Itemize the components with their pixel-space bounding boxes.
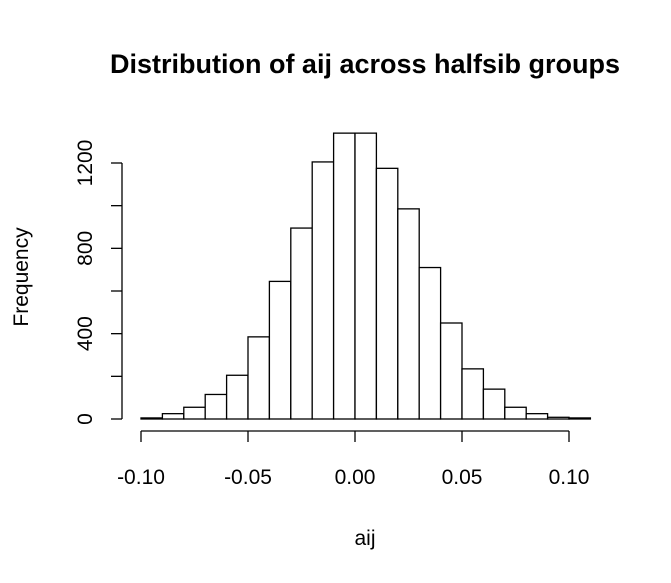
histogram-bar bbox=[332, 132, 356, 420]
histogram-bar bbox=[546, 416, 570, 420]
histogram-bar bbox=[311, 161, 335, 420]
y-tick-label: 400 bbox=[74, 316, 97, 351]
x-tick-label: 0.05 bbox=[442, 466, 483, 489]
histogram-bar bbox=[418, 266, 442, 420]
x-axis: -0.10 -0.05 0.00 0.05 0.10 bbox=[117, 430, 590, 489]
x-tick-label: -0.10 bbox=[117, 466, 165, 489]
x-tick-label: -0.05 bbox=[224, 466, 272, 489]
x-tick-label: 0.10 bbox=[549, 466, 590, 489]
y-axis: 0 400 800 1200 bbox=[74, 140, 123, 425]
histogram-bar bbox=[504, 406, 527, 420]
y-tick-label: 800 bbox=[74, 231, 97, 266]
histogram-bar bbox=[290, 227, 313, 420]
histogram-bar bbox=[375, 167, 399, 420]
histogram-bar bbox=[161, 413, 185, 420]
y-tick-label: 1200 bbox=[74, 140, 97, 187]
histogram-bar bbox=[568, 417, 592, 420]
y-tick-label: 0 bbox=[74, 413, 97, 425]
histogram-bar bbox=[268, 280, 292, 420]
histogram-bar bbox=[525, 413, 549, 420]
x-axis-label: aij bbox=[354, 527, 375, 550]
histogram-bar bbox=[354, 132, 378, 420]
x-tick-label: 0.00 bbox=[335, 466, 376, 489]
bars-group bbox=[140, 132, 592, 420]
histogram-bar bbox=[140, 417, 164, 420]
histogram-bar bbox=[439, 322, 463, 420]
chart-title: Distribution of aij across halfsib group… bbox=[110, 49, 620, 79]
histogram-bar bbox=[204, 393, 228, 420]
y-axis-label: Frequency bbox=[10, 227, 33, 327]
histogram-bar bbox=[247, 336, 271, 420]
histogram-bar bbox=[482, 388, 506, 420]
histogram-bar bbox=[397, 208, 420, 420]
histogram-bar bbox=[183, 406, 206, 420]
histogram-bar bbox=[461, 368, 485, 420]
histogram-bar bbox=[225, 374, 249, 420]
